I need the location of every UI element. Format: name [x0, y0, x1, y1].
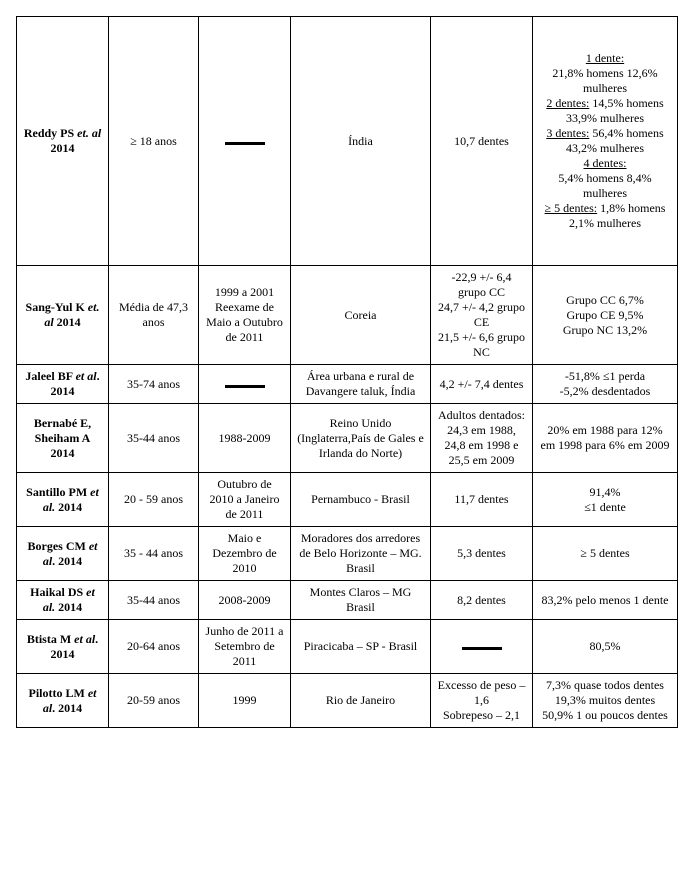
author-cell: Borges CM et al. 2014 [17, 527, 109, 581]
age-cell: 35-44 anos [109, 404, 199, 473]
dash-icon [462, 647, 502, 650]
author-cell: Haikal DS et al. 2014 [17, 581, 109, 620]
age-cell: 20 - 59 anos [109, 473, 199, 527]
dash-icon [225, 142, 265, 145]
mean-cell: 8,2 dentes [431, 581, 533, 620]
author-cell: Reddy PS et. al 2014 [17, 17, 109, 266]
location-cell: Reino Unido (Inglaterra,País de Gales e … [291, 404, 431, 473]
period-cell [199, 365, 291, 404]
age-cell: 20-64 anos [109, 620, 199, 674]
author-cell: Pilotto LM et al. 2014 [17, 674, 109, 728]
table-row: Pilotto LM et al. 201420-59 anos1999Rio … [17, 674, 678, 728]
author-cell: Sang-Yul K et. al 2014 [17, 266, 109, 365]
location-cell: Pernambuco - Brasil [291, 473, 431, 527]
author-cell: Bernabé E, Sheiham A 2014 [17, 404, 109, 473]
period-cell: 1999 [199, 674, 291, 728]
table-row: Santillo PM et al. 201420 - 59 anosOutub… [17, 473, 678, 527]
mean-cell: Adultos dentados: 24,3 em 1988, 24,8 em … [431, 404, 533, 473]
location-cell: Coreia [291, 266, 431, 365]
mean-cell: -22,9 +/- 6,4 grupo CC24,7 +/- 4,2 grupo… [431, 266, 533, 365]
age-cell: 35-74 anos [109, 365, 199, 404]
period-cell: 1988-2009 [199, 404, 291, 473]
period-cell: 2008-2009 [199, 581, 291, 620]
age-cell: Média de 47,3 anos [109, 266, 199, 365]
period-cell: 1999 a 2001 Reexame de Maio a Outubro de… [199, 266, 291, 365]
table-row: Jaleel BF et al. 201435-74 anos Área urba… [17, 365, 678, 404]
mean-cell: Excesso de peso – 1,6Sobrepeso – 2,1 [431, 674, 533, 728]
period-cell: Maio e Dezembro de 2010 [199, 527, 291, 581]
mean-cell: 5,3 dentes [431, 527, 533, 581]
result-cell: 20% em 1988 para 12% em 1998 para 6% em … [533, 404, 678, 473]
location-cell: Piracicaba – SP - Brasil [291, 620, 431, 674]
mean-cell: 10,7 dentes [431, 17, 533, 266]
age-cell: 35 - 44 anos [109, 527, 199, 581]
mean-cell: 11,7 dentes [431, 473, 533, 527]
location-cell: Moradores dos arredores de Belo Horizont… [291, 527, 431, 581]
period-cell: Outubro de 2010 a Janeiro de 2011 [199, 473, 291, 527]
table-row: Borges CM et al. 201435 - 44 anosMaio e … [17, 527, 678, 581]
table-row: Btista M et al. 201420-64 anosJunho de 2… [17, 620, 678, 674]
result-cell: 1 dente:21,8% homens 12,6% mulheres2 den… [533, 17, 678, 266]
period-cell [199, 17, 291, 266]
location-cell: Montes Claros – MG Brasil [291, 581, 431, 620]
table-row: Bernabé E, Sheiham A 201435-44 anos1988-… [17, 404, 678, 473]
result-cell: 7,3% quase todos dentes19,3% muitos dent… [533, 674, 678, 728]
author-cell: Santillo PM et al. 2014 [17, 473, 109, 527]
table-row: Reddy PS et. al 2014≥ 18 anos Índia10,7 d… [17, 17, 678, 266]
mean-cell [431, 620, 533, 674]
result-cell: -51,8% ≤1 perda-5,2% desdentados [533, 365, 678, 404]
result-cell: Grupo CC 6,7%Grupo CE 9,5%Grupo NC 13,2% [533, 266, 678, 365]
result-cell: ≥ 5 dentes [533, 527, 678, 581]
location-cell: Rio de Janeiro [291, 674, 431, 728]
period-cell: Junho de 2011 a Setembro de 2011 [199, 620, 291, 674]
studies-table: Reddy PS et. al 2014≥ 18 anos Índia10,7 d… [16, 16, 678, 728]
result-cell: 91,4%≤1 dente [533, 473, 678, 527]
table-row: Sang-Yul K et. al 2014Média de 47,3 anos… [17, 266, 678, 365]
dash-icon [225, 385, 265, 388]
result-cell: 80,5% [533, 620, 678, 674]
result-cell: 83,2% pelo menos 1 dente [533, 581, 678, 620]
mean-cell: 4,2 +/- 7,4 dentes [431, 365, 533, 404]
author-cell: Jaleel BF et al. 2014 [17, 365, 109, 404]
author-cell: Btista M et al. 2014 [17, 620, 109, 674]
age-cell: ≥ 18 anos [109, 17, 199, 266]
location-cell: Área urbana e rural de Davangere taluk, … [291, 365, 431, 404]
age-cell: 20-59 anos [109, 674, 199, 728]
location-cell: Índia [291, 17, 431, 266]
age-cell: 35-44 anos [109, 581, 199, 620]
table-row: Haikal DS et al. 201435-44 anos2008-2009… [17, 581, 678, 620]
